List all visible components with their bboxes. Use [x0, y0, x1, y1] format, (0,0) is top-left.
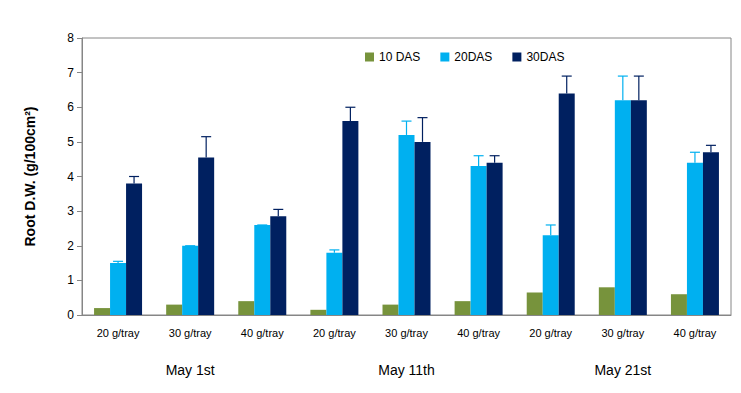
- svg-text:10 DAS: 10 DAS: [379, 50, 420, 64]
- svg-text:7: 7: [67, 66, 74, 80]
- svg-text:8: 8: [67, 31, 74, 45]
- svg-text:5: 5: [67, 135, 74, 149]
- svg-text:May 11th: May 11th: [378, 362, 435, 378]
- svg-text:May 1st: May 1st: [166, 362, 215, 378]
- svg-text:Root D.W. (g/100cm²): Root D.W. (g/100cm²): [22, 106, 38, 246]
- svg-text:4: 4: [67, 170, 74, 184]
- svg-text:20DAS: 20DAS: [454, 50, 492, 64]
- svg-text:20 g/tray: 20 g/tray: [97, 327, 140, 339]
- svg-text:3: 3: [67, 204, 74, 218]
- svg-text:30 g/tray: 30 g/tray: [169, 327, 212, 339]
- svg-text:20 g/tray: 20 g/tray: [313, 327, 356, 339]
- svg-text:30 g/tray: 30 g/tray: [385, 327, 428, 339]
- svg-text:20 g/tray: 20 g/tray: [529, 327, 572, 339]
- svg-text:6: 6: [67, 100, 74, 114]
- svg-text:May 21st: May 21st: [594, 362, 651, 378]
- svg-text:2: 2: [67, 239, 74, 253]
- svg-text:0: 0: [67, 308, 74, 322]
- svg-text:40 g/tray: 40 g/tray: [457, 327, 500, 339]
- svg-text:40 g/tray: 40 g/tray: [674, 327, 717, 339]
- svg-text:40 g/tray: 40 g/tray: [241, 327, 284, 339]
- svg-text:1: 1: [67, 273, 74, 287]
- svg-text:30DAS: 30DAS: [526, 50, 564, 64]
- svg-text:30 g/tray: 30 g/tray: [601, 327, 644, 339]
